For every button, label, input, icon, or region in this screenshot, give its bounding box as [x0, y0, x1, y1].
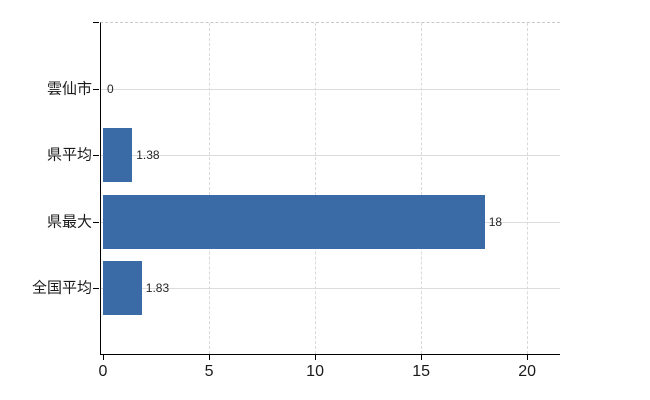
vertical-gridline-15 — [421, 23, 423, 354]
horizontal-gridline-3 — [101, 287, 560, 289]
x-tick-label-20: 20 — [518, 363, 537, 380]
x-tick-label-15: 15 — [412, 363, 430, 380]
value-label-0: 0 — [107, 82, 114, 97]
y-axis-tick-1 — [93, 155, 99, 157]
x-axis-tick-20 — [527, 355, 529, 360]
x-tick-label-0: 0 — [98, 363, 108, 380]
x-axis-tick-5 — [209, 355, 211, 360]
category-label-1: 県平均 — [46, 146, 92, 164]
value-label-3: 1.83 — [145, 280, 170, 295]
bar-2 — [103, 194, 485, 249]
x-tick-label-5: 5 — [204, 363, 214, 380]
y-axis-tick-3 — [93, 287, 99, 289]
plot-area: 0 5 10 15 20 雲仙市 0 県平均 1.38 県最大 18 全国平均 1.83 — [32, 22, 560, 380]
y-axis-tick-2 — [93, 221, 99, 223]
x-axis-tick-15 — [421, 355, 423, 360]
x-axis-tick-0 — [103, 355, 104, 360]
category-label-3: 全国平均 — [31, 279, 92, 297]
bar-3 — [103, 260, 142, 315]
value-label-1: 1.38 — [136, 148, 160, 163]
vertical-gridline-10 — [315, 23, 317, 354]
x-tick-label-10: 10 — [306, 363, 324, 380]
horizontal-gridline-1 — [101, 155, 560, 157]
bar-1 — [103, 128, 133, 183]
x-axis-tick-10 — [315, 355, 317, 360]
vertical-gridline-5 — [209, 23, 211, 354]
horizontal-gridline-0 — [101, 89, 560, 91]
y-axis-tick-0 — [93, 89, 99, 91]
category-label-2: 県最大 — [46, 213, 92, 231]
vertical-gridline-20 — [527, 23, 529, 354]
category-label-0: 雲仙市 — [46, 80, 92, 98]
value-label-2: 18 — [488, 214, 503, 229]
y-axis-top-tick — [93, 22, 99, 23]
